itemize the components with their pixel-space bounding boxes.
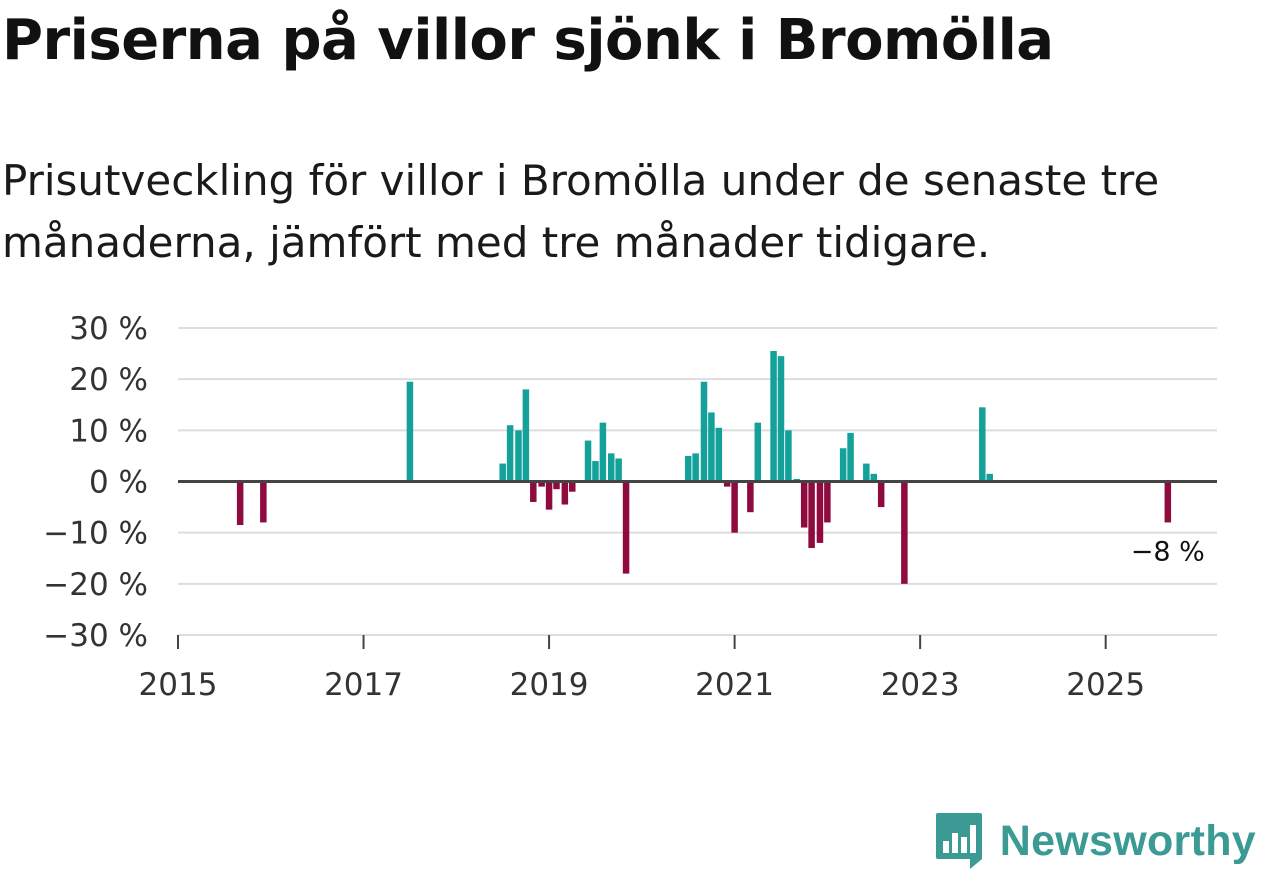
bar	[684, 455, 692, 482]
bar	[979, 407, 986, 482]
brand-name: Newsworthy	[999, 816, 1256, 865]
bar	[506, 425, 514, 482]
grid-lines	[178, 327, 1217, 636]
x-axis: 2015 2017 2019 2021 2023 2025	[139, 635, 1145, 703]
y-tick-label: −20 %	[43, 567, 148, 603]
bar	[708, 412, 715, 482]
chart-subtitle: Prisutveckling för villor i Bromölla und…	[2, 156, 1160, 267]
bar	[584, 440, 592, 482]
data-label-last-value: −8 %	[1131, 536, 1205, 567]
bar	[1164, 481, 1172, 523]
bar	[700, 381, 708, 482]
x-tick-label: 2021	[695, 667, 774, 703]
y-tick-label: −10 %	[43, 516, 148, 552]
bar	[800, 481, 808, 528]
bar	[824, 481, 831, 523]
bar	[569, 481, 576, 492]
bar	[986, 473, 993, 482]
x-tick-label: 2015	[139, 667, 218, 703]
bar	[847, 432, 854, 482]
bar	[236, 481, 244, 525]
y-tick-label: 0 %	[89, 465, 148, 501]
bar	[406, 381, 414, 482]
y-tick-label: 20 %	[69, 362, 148, 398]
bars	[236, 351, 1172, 584]
bar	[901, 481, 908, 584]
bar	[260, 481, 267, 523]
bar	[870, 473, 878, 482]
bar	[592, 461, 599, 482]
x-tick-label: 2025	[1066, 667, 1145, 703]
bar	[770, 351, 777, 482]
newsworthy-logo: Newsworthy	[934, 811, 1256, 871]
bar	[785, 430, 792, 482]
x-tick-label: 2023	[881, 667, 960, 703]
bar	[615, 458, 622, 482]
bar	[538, 481, 545, 487]
chart-title: Priserna på villor sjönk i Bromölla	[2, 8, 1054, 73]
bar	[777, 356, 785, 482]
bar	[499, 463, 506, 482]
bar	[545, 481, 553, 510]
bar	[816, 481, 824, 543]
bar	[530, 481, 537, 502]
bar	[863, 463, 870, 482]
bar	[692, 453, 699, 482]
annotations: −8 %	[1131, 536, 1205, 567]
bar	[723, 481, 731, 487]
bar	[839, 448, 847, 482]
newsworthy-logo-icon	[935, 813, 982, 869]
y-tick-label: −30 %	[43, 618, 148, 654]
bar	[747, 481, 754, 513]
bar	[754, 422, 762, 482]
y-tick-label: 30 %	[69, 311, 148, 347]
bar	[599, 422, 607, 482]
bar-chart: 30 %20 %10 %0 %−10 %−20 %−30 % 2015 2017 2…	[43, 311, 1217, 703]
y-tick-label: 10 %	[69, 413, 148, 449]
bar	[715, 427, 723, 482]
bar	[515, 430, 522, 482]
bar	[561, 481, 569, 505]
bar	[808, 481, 815, 549]
bar	[877, 481, 885, 508]
x-tick-label: 2019	[510, 667, 589, 703]
bar	[607, 453, 615, 482]
bar	[522, 389, 530, 482]
bar	[622, 481, 630, 574]
y-axis: 30 % 20 % 10 % 0 % −10 % −20 % −30 %	[43, 311, 148, 654]
bar	[553, 481, 560, 490]
bar	[731, 481, 738, 533]
x-tick-label: 2017	[324, 667, 403, 703]
